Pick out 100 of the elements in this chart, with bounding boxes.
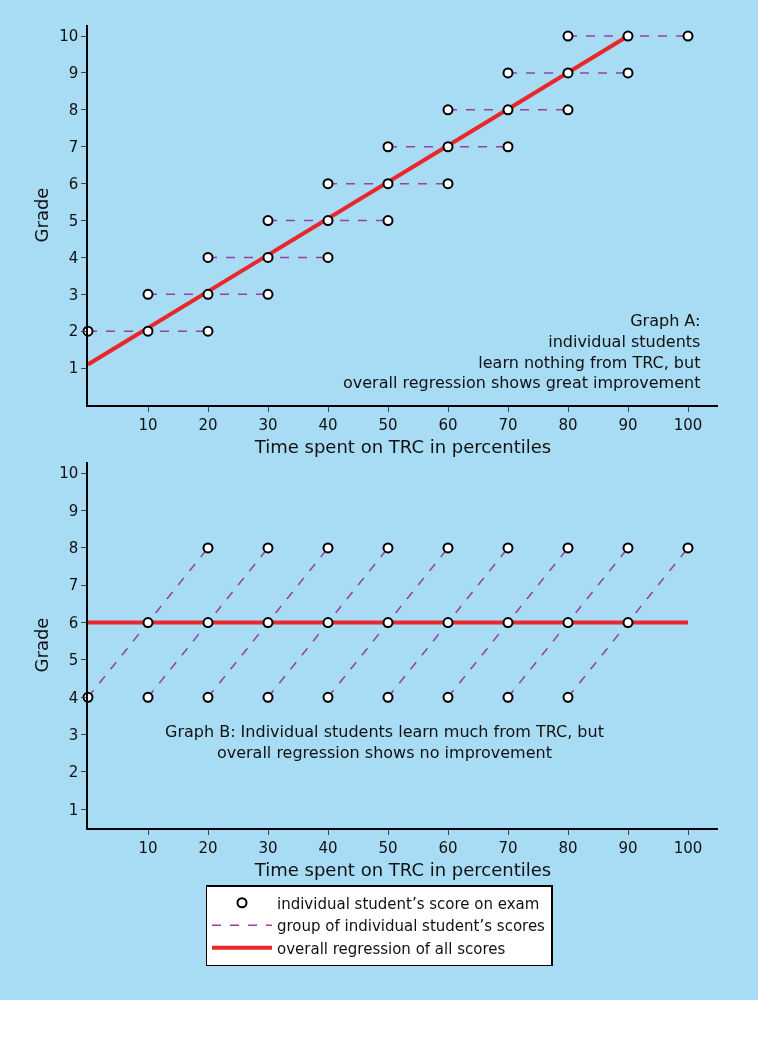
- y-tick-label: 6: [68, 613, 79, 632]
- point: [562, 691, 574, 703]
- point: [562, 617, 574, 629]
- legend-label: group of individual student’s scores: [277, 917, 546, 936]
- point: [622, 30, 634, 42]
- x-tick-label: 80: [558, 415, 578, 434]
- y-tick-label: 5: [68, 651, 79, 670]
- y-tick-label: 7: [68, 576, 79, 595]
- point: [442, 141, 454, 153]
- y-tick-label: 1: [68, 800, 79, 819]
- point: [202, 251, 214, 263]
- y-tick-label: 10: [59, 27, 79, 46]
- x-tick-label: 30: [258, 838, 278, 857]
- x-tick-label: 40: [318, 838, 338, 857]
- x-tick-label: 20: [198, 838, 218, 857]
- point: [382, 178, 394, 190]
- point: [562, 104, 574, 116]
- x-tick-label: 40: [318, 415, 338, 434]
- legend-label: overall regression of all scores: [277, 939, 506, 958]
- y-tick-label: 5: [68, 211, 79, 230]
- point: [502, 617, 514, 629]
- point: [322, 251, 334, 263]
- x-axis-title: Time spent on TRC in percentiles: [253, 859, 552, 881]
- point: [442, 542, 454, 554]
- point: [322, 617, 334, 629]
- y-axis-title: Grade: [30, 617, 52, 673]
- y-tick-label: 2: [68, 322, 79, 341]
- x-tick-label: 10: [138, 838, 158, 857]
- x-tick-label: 70: [498, 838, 518, 857]
- annotation: Graph B: Individual students learn much from TRC, but overall regression shows no improvement: [165, 722, 604, 762]
- point: [502, 542, 514, 554]
- point: [322, 215, 334, 227]
- point: [562, 30, 574, 42]
- point: [142, 288, 154, 300]
- point: [322, 178, 334, 190]
- y-tick-label: 7: [68, 138, 79, 156]
- x-tick-label: 10: [138, 415, 158, 434]
- point: [622, 67, 634, 79]
- x-tick-label: 60: [438, 838, 458, 857]
- point: [622, 542, 634, 554]
- point: [502, 67, 514, 79]
- point: [142, 691, 154, 703]
- x-tick-label: 70: [498, 415, 518, 434]
- point: [382, 141, 394, 153]
- y-tick-label: 3: [68, 725, 79, 744]
- y-axis-title: Grade: [30, 187, 52, 243]
- x-tick-label: 20: [198, 415, 218, 434]
- point: [262, 691, 274, 703]
- y-tick-label: 6: [68, 174, 79, 193]
- point: [502, 104, 514, 116]
- x-tick-label: 30: [258, 415, 278, 434]
- y-tick-label: 3: [68, 285, 79, 304]
- point: [262, 251, 274, 263]
- x-tick-label: 100: [673, 838, 703, 857]
- point: [562, 542, 574, 554]
- point: [142, 325, 154, 337]
- point: [382, 542, 394, 554]
- x-tick-label: 90: [618, 415, 638, 434]
- point: [202, 617, 214, 629]
- point: [382, 691, 394, 703]
- point: [262, 288, 274, 300]
- point: [622, 617, 634, 629]
- point: [442, 178, 454, 190]
- x-tick-label: 60: [438, 415, 458, 434]
- x-tick-label: 50: [378, 838, 398, 857]
- point: [382, 617, 394, 629]
- point: [322, 542, 334, 554]
- x-tick-label: 90: [618, 838, 638, 857]
- x-tick-label: 50: [378, 415, 398, 434]
- point: [502, 691, 514, 703]
- point: [382, 215, 394, 227]
- point: [262, 542, 274, 554]
- point: [142, 617, 154, 629]
- point: [562, 67, 574, 79]
- point: [502, 141, 514, 153]
- point: [442, 617, 454, 629]
- point: [202, 325, 214, 337]
- point: [202, 542, 214, 554]
- point: [262, 215, 274, 227]
- point: [682, 30, 694, 42]
- x-axis-title: Time spent on TRC in percentiles: [253, 436, 552, 458]
- x-tick-label: 100: [673, 415, 703, 434]
- point: [202, 691, 214, 703]
- legend-label: individual student’s score on exam: [277, 894, 540, 913]
- y-tick-label: 10: [59, 464, 79, 483]
- y-tick-label: 9: [68, 64, 79, 83]
- point: [682, 542, 694, 554]
- point: [202, 288, 214, 300]
- y-tick-label: 8: [68, 539, 79, 558]
- x-tick-label: 80: [558, 838, 578, 857]
- y-tick-label: 4: [68, 688, 79, 707]
- point: [262, 617, 274, 629]
- point: [322, 691, 334, 703]
- y-tick-label: 9: [68, 501, 79, 520]
- y-tick-label: 4: [68, 248, 79, 267]
- point: [442, 691, 454, 703]
- y-tick-label: 8: [68, 101, 79, 120]
- point: [442, 104, 454, 116]
- y-tick-label: 1: [68, 359, 79, 378]
- annotation: Graph A: individual students learn nothing from TRC, but overall regression shows great improvement: [343, 311, 701, 393]
